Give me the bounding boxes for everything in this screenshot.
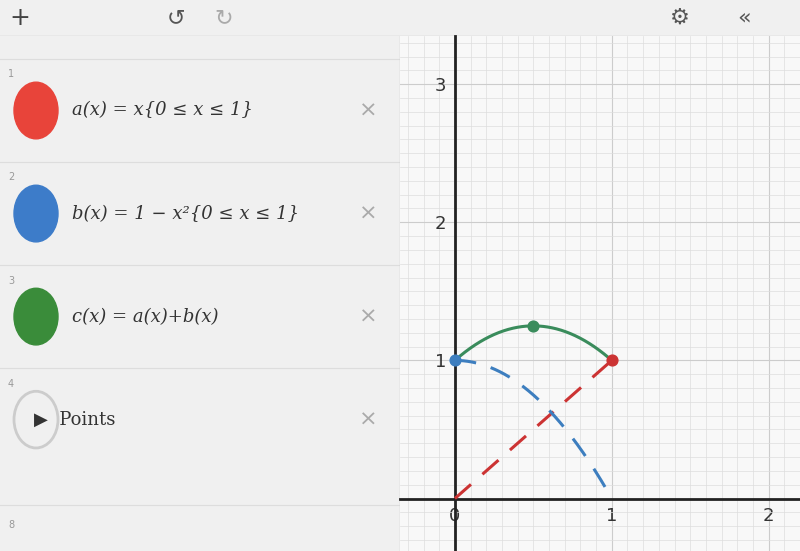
Text: ~: ~ xyxy=(29,204,43,223)
Point xyxy=(527,321,540,330)
Circle shape xyxy=(14,288,58,345)
Text: ×: × xyxy=(358,409,378,430)
Text: ▶  Points: ▶ Points xyxy=(34,410,115,429)
Text: ×: × xyxy=(358,306,378,327)
Circle shape xyxy=(14,185,58,242)
Text: 4: 4 xyxy=(8,379,14,388)
Text: a(x) = x{0 ≤ x ≤ 1}: a(x) = x{0 ≤ x ≤ 1} xyxy=(72,101,253,120)
Text: ⚙: ⚙ xyxy=(670,8,690,28)
Text: ↺: ↺ xyxy=(166,8,186,28)
Text: c(x) = a(x)+b(x): c(x) = a(x)+b(x) xyxy=(72,307,218,326)
Point xyxy=(449,356,462,365)
Text: 2: 2 xyxy=(8,172,14,182)
Text: 3: 3 xyxy=(8,276,14,285)
Text: ↻: ↻ xyxy=(214,8,234,28)
Point xyxy=(606,356,618,365)
Text: 8: 8 xyxy=(8,520,14,530)
Text: ×: × xyxy=(358,100,378,121)
Text: ×: × xyxy=(358,203,378,224)
Text: +: + xyxy=(10,6,30,30)
Text: ~: ~ xyxy=(29,101,43,120)
Text: 1: 1 xyxy=(8,69,14,79)
Text: ~: ~ xyxy=(29,307,43,326)
Circle shape xyxy=(14,82,58,139)
Text: b(x) = 1 − x²{0 ≤ x ≤ 1}: b(x) = 1 − x²{0 ≤ x ≤ 1} xyxy=(72,204,299,223)
Text: «: « xyxy=(737,8,751,28)
